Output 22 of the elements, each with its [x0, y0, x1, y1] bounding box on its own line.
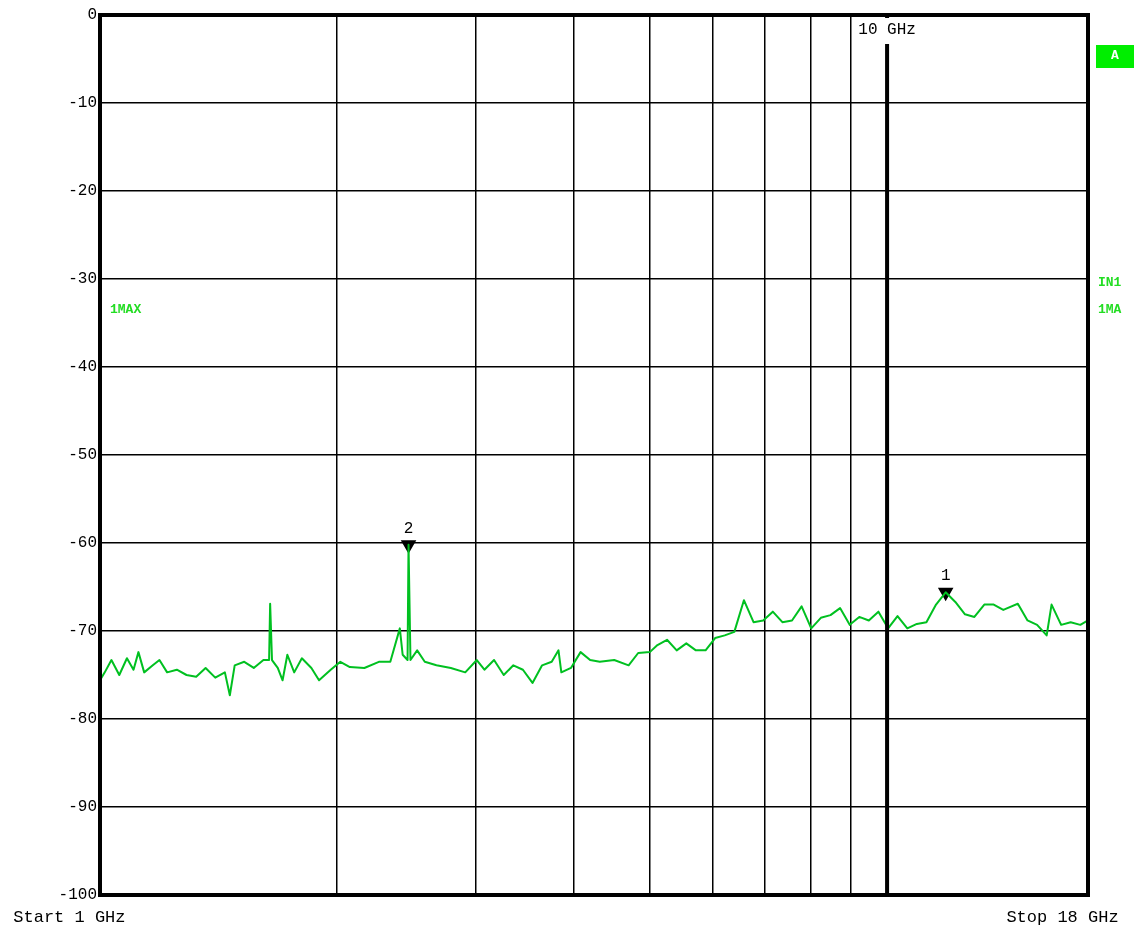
- y-tick-label: -20: [68, 182, 97, 201]
- text: Start: [13, 907, 65, 927]
- y-tick-label: -70: [68, 622, 97, 641]
- y-tick-label: -90: [68, 798, 97, 817]
- y-tick-label: -40: [68, 358, 97, 377]
- y-tick-label: -60: [68, 534, 97, 553]
- text: IN1: [1098, 274, 1122, 290]
- y-tick-label: -100: [58, 886, 97, 905]
- y-tick-label: -10: [68, 94, 97, 113]
- y-tick-label: -30: [68, 270, 97, 289]
- annotation: 2: [403, 519, 414, 538]
- y-tick-label: 0: [87, 6, 97, 25]
- ref-line-label: 10 GHz: [858, 21, 916, 40]
- y-tick-label: -50: [68, 446, 97, 465]
- text: A: [1111, 48, 1120, 64]
- text: 1MA: [1098, 302, 1122, 318]
- annotation: 1: [940, 567, 951, 586]
- x-tick-label: 18 GHz: [1057, 907, 1119, 927]
- y-tick-label: -80: [68, 710, 97, 729]
- text: Stop: [1006, 907, 1048, 927]
- annotation: 1MAX: [110, 302, 142, 318]
- x-tick-label: 1 GHz: [74, 907, 126, 927]
